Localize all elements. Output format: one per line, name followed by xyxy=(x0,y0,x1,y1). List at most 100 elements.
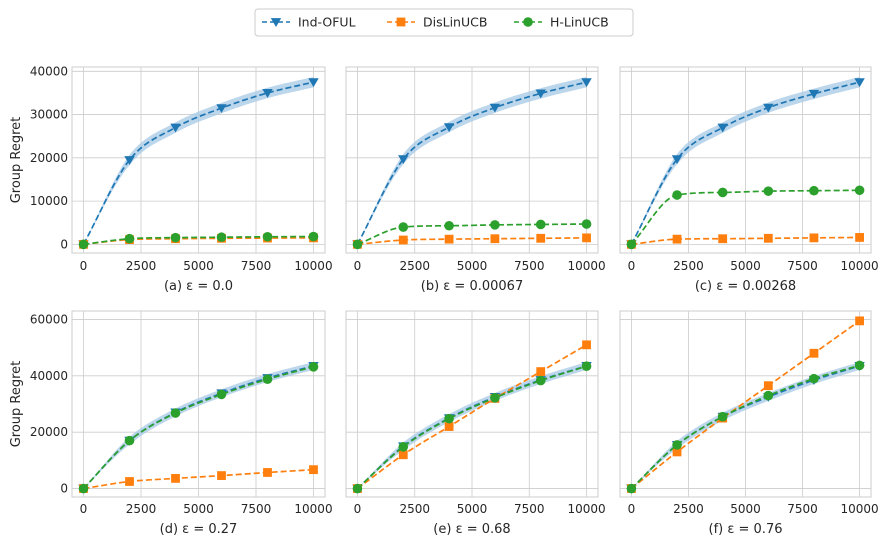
data-point-h-linucb xyxy=(444,220,454,231)
x-tick-label: 2500 xyxy=(126,502,157,516)
grid xyxy=(620,67,871,253)
data-point-ind-oful xyxy=(717,123,728,133)
x-tick-label: 5000 xyxy=(183,259,214,273)
data-point-h-linucb xyxy=(352,239,363,250)
data-point-ind-oful xyxy=(808,89,820,99)
data-point-h-linucb xyxy=(535,375,546,386)
legend-label-dislinucb: DisLinUCB xyxy=(423,15,487,30)
series-line-h-linucb xyxy=(83,235,314,246)
legend-label-h-linucb: H-LinUCB xyxy=(550,15,609,30)
data-point-h-linucb xyxy=(672,190,682,200)
x-tick-label: 10000 xyxy=(567,502,605,516)
x-tick-label: 0 xyxy=(80,502,88,516)
legend-entry-h-linucb: H-LinUCB xyxy=(514,15,609,30)
x-tick-label: 7500 xyxy=(787,502,818,516)
x-tick-label: 7500 xyxy=(514,259,545,273)
data-point-ind-oful xyxy=(763,103,774,113)
x-tick-label: 2500 xyxy=(399,259,430,273)
y-tick-label: 20000 xyxy=(30,425,68,439)
data-point-h-linucb xyxy=(78,239,89,250)
y-tick-label: 0 xyxy=(60,482,68,496)
x-tick-label: 5000 xyxy=(730,502,761,516)
confidence-band-ind-oful xyxy=(357,362,587,489)
legend-marker-ind-oful xyxy=(270,18,282,27)
plot-frame xyxy=(619,66,872,254)
data-point-h-linucb xyxy=(216,389,227,400)
x-tick-label: 10000 xyxy=(294,259,332,273)
y-tick-label: 20000 xyxy=(30,151,68,165)
legend-marker-h-linucb xyxy=(523,17,533,27)
data-point-dislinucb xyxy=(855,316,864,326)
x-tick-label: 2500 xyxy=(673,502,704,516)
y-tick-label: 0 xyxy=(60,237,68,251)
panel-a: 0 2500 5000 7500 10000 0 10000 20000 30000 40000 (… xyxy=(9,64,333,294)
x-tick-label: 0 xyxy=(354,259,362,273)
data-point-h-linucb xyxy=(262,231,273,242)
data-point-dislinucb xyxy=(672,447,682,457)
x-tick-label: 5000 xyxy=(457,502,488,516)
data-point-dislinucb xyxy=(582,340,591,350)
x-tick-label: 10000 xyxy=(294,502,332,516)
data-point-dislinucb xyxy=(809,348,819,358)
x-tick-label: 2500 xyxy=(126,259,157,273)
data-point-h-linucb xyxy=(535,219,546,230)
data-point-dislinucb xyxy=(763,233,773,243)
legend-label-ind-oful: Ind-OFUL xyxy=(298,15,356,30)
series-h-linucb xyxy=(352,361,592,494)
data-point-h-linucb xyxy=(717,411,728,422)
data-point-h-linucb xyxy=(626,239,637,250)
data-point-dislinucb xyxy=(763,381,773,391)
data-point-ind-oful xyxy=(581,78,592,88)
x-tick-label: 0 xyxy=(80,259,88,273)
data-point-h-linucb xyxy=(626,483,637,494)
panels: 0 2500 5000 7500 10000 0 10000 20000 30000 40000 (… xyxy=(9,64,879,537)
plot-frame xyxy=(345,310,599,498)
series-line-h-linucb xyxy=(630,189,860,245)
data-point-ind-oful xyxy=(489,103,501,113)
data-point-dislinucb xyxy=(309,465,318,475)
panel-e: 0 2500 5000 7500 10000 (e) ε = 0.68 xyxy=(345,310,606,537)
series-line-ind-oful xyxy=(82,81,314,245)
data-point-dislinucb xyxy=(444,234,454,244)
legend: Ind-OFUL DisLinUCB H-LinUCB xyxy=(254,8,634,37)
series-line-h-linucb xyxy=(82,365,314,490)
legend-entry-dislinucb: DisLinUCB xyxy=(387,15,487,30)
grid xyxy=(346,67,598,253)
data-point-dislinucb xyxy=(263,468,272,477)
data-point-dislinucb xyxy=(217,471,226,480)
data-point-ind-oful xyxy=(170,123,181,133)
legend-marker-dislinucb xyxy=(396,17,406,27)
data-point-dislinucb xyxy=(171,474,180,483)
x-tick-label: 7500 xyxy=(241,502,272,516)
data-point-dislinucb xyxy=(672,234,682,244)
data-point-ind-oful xyxy=(535,89,546,99)
series-line-dislinucb xyxy=(356,344,587,490)
data-point-h-linucb xyxy=(170,232,181,243)
x-tick-label: 5000 xyxy=(457,259,488,273)
data-point-h-linucb xyxy=(490,393,500,403)
data-point-ind-oful xyxy=(124,156,135,165)
data-point-h-linucb xyxy=(763,390,774,401)
panel-caption: (c) ε = 0.00268 xyxy=(695,279,796,294)
data-point-dislinucb xyxy=(398,450,408,460)
series-line-dislinucb xyxy=(631,236,860,246)
data-point-h-linucb xyxy=(809,373,819,384)
grid xyxy=(72,311,325,497)
x-tick-label: 0 xyxy=(354,502,362,516)
x-tick-label: 0 xyxy=(628,259,636,273)
data-point-h-linucb xyxy=(398,222,409,232)
panel-f: 0 2500 5000 7500 10000 (f) ε = 0.76 xyxy=(619,310,879,537)
x-tick-label: 10000 xyxy=(840,502,878,516)
data-point-dislinucb xyxy=(855,233,864,242)
series-line-dislinucb xyxy=(630,320,861,490)
series-line-dislinucb xyxy=(83,468,314,490)
x-tick-label: 2500 xyxy=(399,502,430,516)
data-point-h-linucb xyxy=(854,360,865,371)
confidence-band-ind-oful xyxy=(631,362,860,489)
plot-frame xyxy=(71,310,326,498)
plot-frame xyxy=(71,66,326,254)
y-tick-label: 40000 xyxy=(30,64,68,78)
data-point-h-linucb xyxy=(78,483,89,494)
data-point-h-linucb xyxy=(308,231,319,242)
